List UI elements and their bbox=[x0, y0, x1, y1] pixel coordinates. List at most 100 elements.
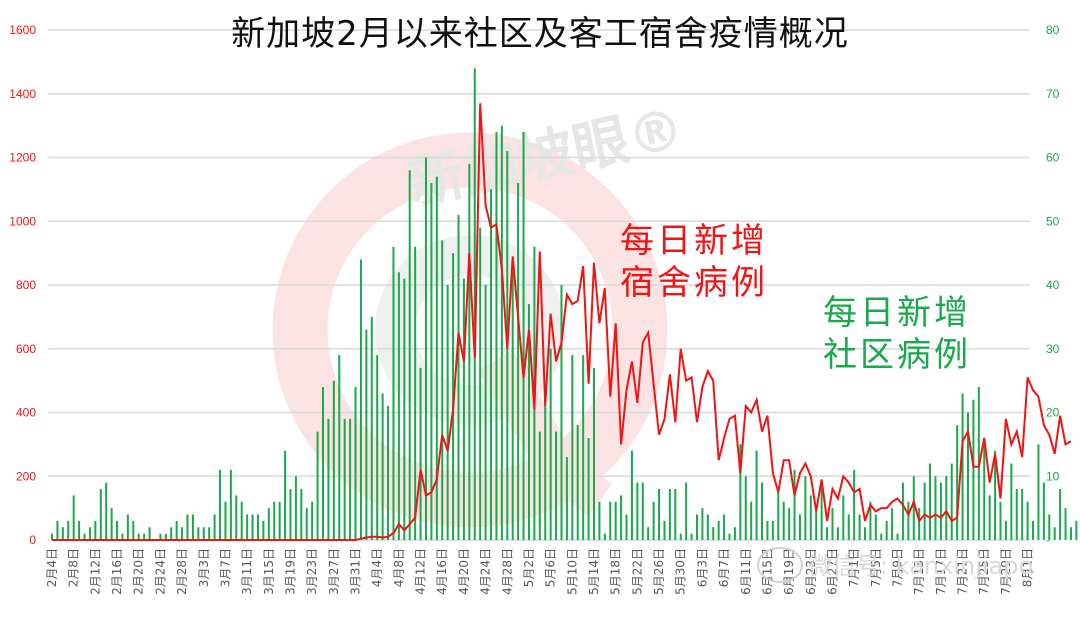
community-bar bbox=[717, 520, 720, 540]
x-axis-tick: 7月17日 bbox=[934, 548, 948, 595]
community-bar bbox=[999, 501, 1002, 540]
community-bar bbox=[1010, 463, 1013, 540]
wechat-icon bbox=[757, 547, 803, 583]
community-bar bbox=[284, 450, 287, 540]
community-bar bbox=[896, 533, 899, 540]
community-bar bbox=[961, 393, 964, 540]
community-bar bbox=[1048, 514, 1051, 540]
x-axis-tick: 4月4日 bbox=[370, 548, 384, 587]
community-bar bbox=[593, 367, 595, 540]
community-bar bbox=[798, 514, 801, 540]
community-bar bbox=[72, 495, 75, 540]
x-axis-tick: 3月7日 bbox=[218, 548, 232, 587]
community-bar bbox=[771, 520, 774, 540]
left-axis-tick: 1200 bbox=[9, 151, 36, 165]
community-annotation-line2: 社区病例 bbox=[823, 335, 971, 375]
community-bar bbox=[706, 514, 709, 540]
x-axis-tick: 7月25日 bbox=[977, 548, 991, 595]
x-axis-tick: 2月28日 bbox=[175, 548, 189, 595]
community-bar bbox=[343, 418, 346, 540]
community-bar bbox=[945, 476, 948, 540]
community-bar bbox=[202, 527, 205, 540]
community-bar bbox=[858, 514, 861, 540]
x-axis-tick: 5月30日 bbox=[674, 548, 688, 595]
community-bar bbox=[522, 132, 525, 540]
community-bar bbox=[381, 393, 384, 540]
community-bar bbox=[191, 514, 194, 540]
dorm-annotation-line1: 每日新增 bbox=[620, 221, 768, 261]
community-bar bbox=[424, 157, 427, 540]
right-axis-tick: 50 bbox=[1046, 214, 1060, 228]
community-bar bbox=[923, 482, 926, 540]
community-bar bbox=[826, 527, 829, 540]
community-bar bbox=[105, 482, 108, 540]
x-axis-tick: 7月13日 bbox=[912, 548, 926, 595]
community-bar bbox=[403, 278, 406, 540]
community-bar bbox=[934, 476, 937, 540]
x-axis-tick: 4月24日 bbox=[479, 548, 493, 595]
left-axis-tick: 600 bbox=[16, 342, 36, 356]
community-bar bbox=[912, 476, 915, 540]
x-axis-tick: 7月21日 bbox=[956, 548, 970, 595]
community-bar bbox=[316, 431, 319, 540]
right-axis-tick: 20 bbox=[1046, 406, 1060, 420]
community-bar bbox=[294, 476, 297, 540]
community-bar bbox=[143, 533, 146, 540]
community-annotation-line1: 每日新增 bbox=[823, 293, 971, 333]
community-bar bbox=[766, 520, 769, 540]
dorm-annotation: 每日新增 宿舍病例 bbox=[620, 220, 768, 304]
community-bar bbox=[289, 489, 292, 540]
x-axis-tick: 7月29日 bbox=[999, 548, 1013, 595]
community-bar bbox=[555, 431, 558, 540]
community-bar bbox=[1075, 520, 1078, 540]
community-bar bbox=[972, 399, 975, 540]
left-axis-tick: 400 bbox=[16, 406, 36, 420]
community-bar bbox=[565, 457, 568, 540]
community-bar bbox=[668, 489, 671, 540]
left-axis-tick: 800 bbox=[16, 278, 36, 292]
community-bar bbox=[647, 527, 650, 540]
x-axis-tick: 2月8日 bbox=[67, 548, 81, 587]
x-axis-tick: 3月3日 bbox=[197, 548, 211, 587]
community-bar bbox=[349, 418, 352, 540]
x-axis: 2月4日 2月8日 2月12日 2月16日 2月20日 2月24日 2月28日 3月3日 3月7… bbox=[45, 548, 1035, 595]
right-axis: - 10 20 30 40 50 60 70 80 bbox=[1046, 23, 1060, 547]
community-bar bbox=[419, 367, 422, 540]
community-bar bbox=[842, 495, 845, 540]
community-bar bbox=[473, 68, 476, 540]
x-axis-tick: 3月15日 bbox=[262, 548, 276, 595]
x-axis-tick: 6月3日 bbox=[695, 548, 709, 587]
community-bar bbox=[78, 520, 81, 540]
right-axis-tick: 30 bbox=[1046, 342, 1060, 356]
community-bar bbox=[544, 406, 547, 540]
right-axis-tick: 80 bbox=[1046, 23, 1060, 37]
community-bar bbox=[219, 469, 222, 540]
x-axis-tick: 5月14日 bbox=[587, 548, 601, 595]
right-axis-tick: 60 bbox=[1046, 151, 1060, 165]
x-axis-tick: 6月23日 bbox=[804, 548, 818, 595]
community-bar bbox=[701, 508, 704, 540]
chart-title: 新加坡2月以来社区及客工宿舍疫情概况 bbox=[231, 14, 849, 54]
x-axis-tick: 4月28日 bbox=[500, 548, 514, 595]
community-bar bbox=[874, 514, 877, 540]
right-axis-tick: - bbox=[1046, 533, 1050, 547]
community-bar bbox=[685, 482, 688, 540]
community-bar bbox=[560, 285, 563, 540]
wechat-id-text: 微信号: kanxinjiapo bbox=[808, 552, 1033, 580]
x-axis-tick: 3月31日 bbox=[349, 548, 363, 595]
community-bar bbox=[885, 520, 888, 540]
community-bar bbox=[733, 527, 736, 540]
community-bar bbox=[338, 355, 341, 540]
community-bar bbox=[582, 355, 585, 540]
community-bar bbox=[809, 495, 812, 540]
x-axis-tick: 5月26日 bbox=[652, 548, 666, 595]
community-bar bbox=[51, 533, 53, 540]
community-bar bbox=[99, 489, 102, 540]
community-bar bbox=[777, 489, 780, 540]
community-bar bbox=[1059, 489, 1062, 540]
community-bar bbox=[197, 527, 200, 540]
community-bar bbox=[500, 125, 503, 540]
dorm-annotation-line2: 宿舍病例 bbox=[620, 263, 768, 303]
community-bar bbox=[690, 533, 693, 540]
